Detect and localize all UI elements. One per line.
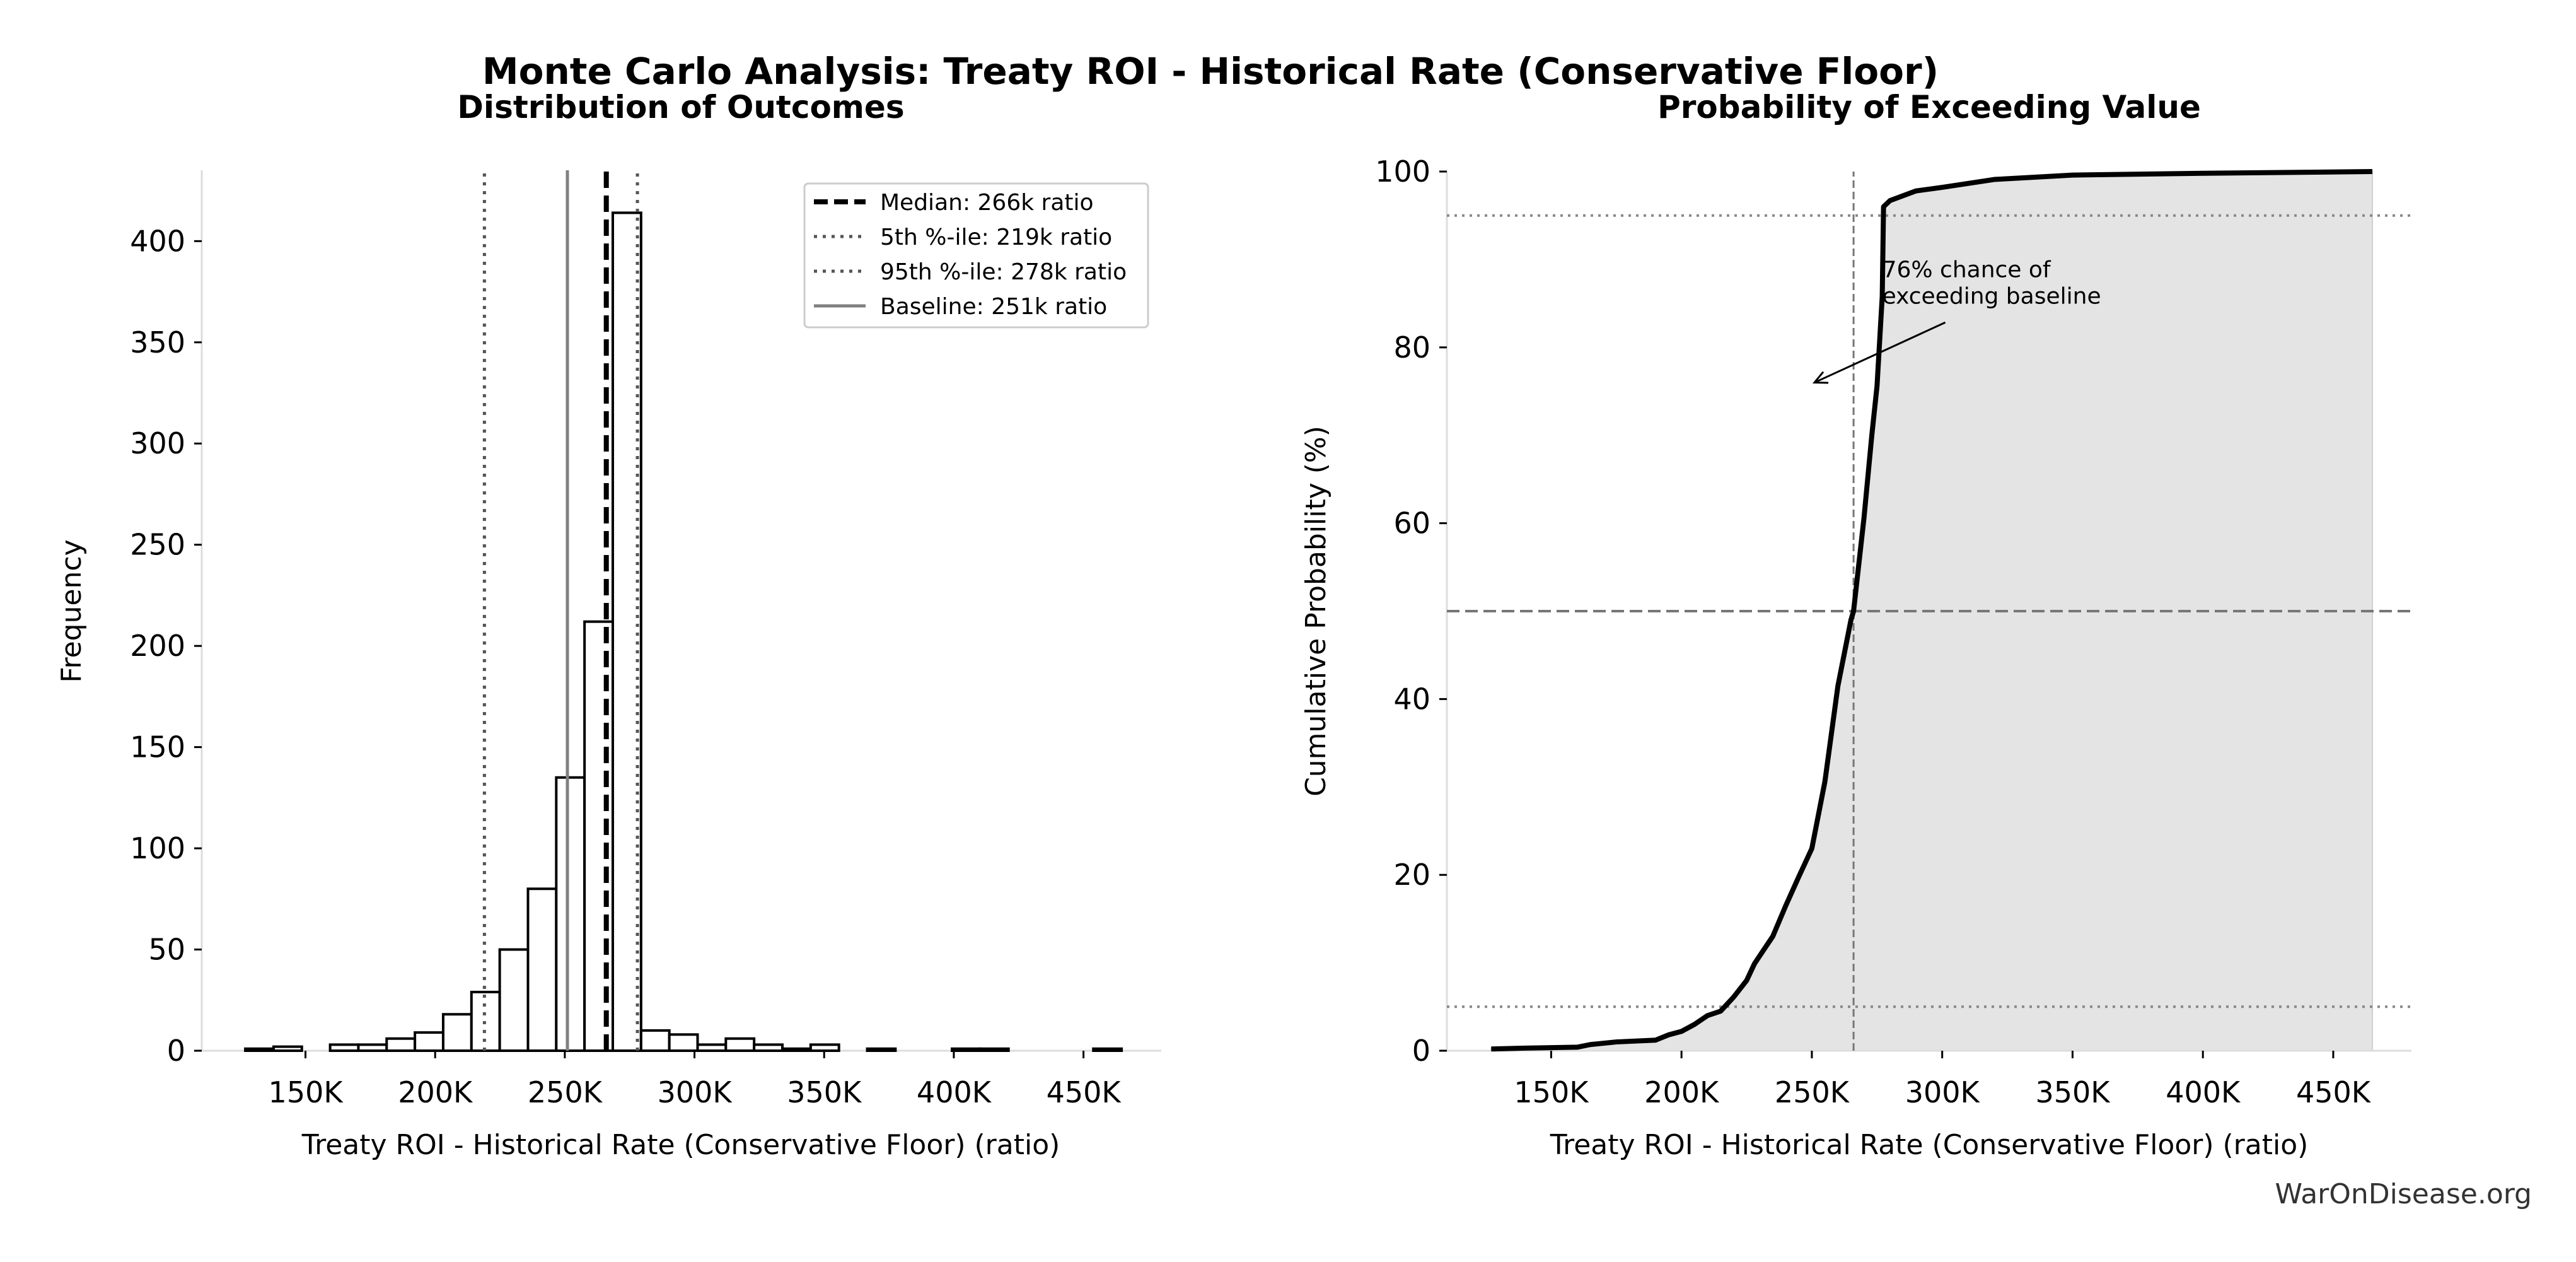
x-tick-label: 400K bbox=[917, 1075, 992, 1109]
x-tick-label: 150K bbox=[269, 1075, 344, 1109]
histogram-subtitle: Distribution of Outcomes bbox=[457, 89, 904, 126]
histogram-bar bbox=[272, 1045, 303, 1053]
histogram-bar bbox=[809, 1043, 840, 1053]
annotation-line-2: exceeding baseline bbox=[1883, 283, 2101, 309]
y-tick-label: 100 bbox=[1375, 155, 1430, 189]
cdf-xlabel: Treaty ROI - Historical Rate (Conservati… bbox=[1550, 1129, 2309, 1161]
y-tick-label: 50 bbox=[148, 933, 185, 967]
legend-entry: Baseline: 251k ratio bbox=[880, 294, 1107, 320]
y-tick-label: 350 bbox=[130, 325, 185, 359]
cdf-ylabel: Cumulative Probability (%) bbox=[1300, 426, 1332, 797]
histogram-bar bbox=[951, 1047, 982, 1052]
legend-entry: 95th %-ile: 278k ratio bbox=[880, 259, 1127, 285]
histogram-bar bbox=[441, 1013, 473, 1053]
cdf-curve bbox=[1491, 169, 2373, 1052]
histogram-bar bbox=[414, 1031, 444, 1052]
arrowhead-icon bbox=[1812, 371, 1829, 384]
legend-entry: Median: 266k ratio bbox=[880, 190, 1094, 216]
histogram-bar bbox=[753, 1043, 784, 1053]
histogram-chart: Distribution of Outcomes Frequency Treat… bbox=[55, 89, 1161, 1161]
histogram-bar bbox=[498, 948, 530, 1053]
histogram-bar bbox=[668, 1033, 699, 1052]
y-tick-label: 400 bbox=[130, 224, 185, 258]
annotation-arrow bbox=[1814, 321, 1946, 383]
histogram-bar bbox=[1092, 1047, 1123, 1052]
histogram-bar bbox=[328, 1043, 360, 1053]
y-tick-label: 80 bbox=[1393, 330, 1430, 365]
y-tick-label: 300 bbox=[130, 426, 185, 460]
y-tick-label: 0 bbox=[1412, 1034, 1430, 1068]
watermark: WarOnDisease.org bbox=[2275, 1178, 2532, 1210]
x-tick-label: 250K bbox=[528, 1075, 603, 1109]
x-tick-label: 300K bbox=[1905, 1075, 1981, 1109]
y-tick-label: 20 bbox=[1393, 858, 1430, 892]
x-tick-label: 200K bbox=[398, 1075, 473, 1109]
x-tick-label: 150K bbox=[1514, 1075, 1589, 1109]
legend-frame bbox=[803, 182, 1149, 329]
histogram-bar bbox=[724, 1037, 756, 1053]
x-tick-label: 200K bbox=[1644, 1075, 1720, 1109]
histogram-bar bbox=[639, 1029, 671, 1053]
x-tick-label: 450K bbox=[1047, 1075, 1122, 1109]
x-tick-label: 350K bbox=[787, 1075, 862, 1109]
histogram-bar bbox=[978, 1047, 1010, 1052]
x-tick-label: 450K bbox=[2296, 1075, 2372, 1109]
x-tick-label: 250K bbox=[1775, 1075, 1850, 1109]
y-tick-label: 200 bbox=[130, 629, 185, 663]
x-tick-label: 300K bbox=[658, 1075, 733, 1109]
histogram-bar bbox=[583, 620, 614, 1052]
cdf-chart: Probability of Exceeding Value Cumulativ… bbox=[1300, 89, 2411, 1161]
cdf-subtitle: Probability of Exceeding Value bbox=[1657, 89, 2201, 126]
legend-entry: 5th %-ile: 219k ratio bbox=[880, 225, 1112, 250]
histogram-bar bbox=[696, 1043, 728, 1053]
y-tick-label: 0 bbox=[167, 1034, 185, 1068]
figure-title: Monte Carlo Analysis: Treaty ROI - Histo… bbox=[482, 50, 1939, 93]
histogram-bar bbox=[526, 887, 558, 1053]
histogram-bar bbox=[244, 1047, 275, 1052]
y-tick-label: 100 bbox=[130, 831, 185, 865]
cdf-plot-area: 150K 200K 250K 300K 350K 400K 450K 0 20 40 60 80 100 bbox=[1375, 155, 2411, 1109]
annotation-line-1: 76% chance of bbox=[1883, 257, 2051, 283]
histogram-bar bbox=[781, 1047, 812, 1052]
x-tick-label: 400K bbox=[2166, 1075, 2241, 1109]
histogram-bar bbox=[385, 1037, 417, 1053]
histogram-bar bbox=[866, 1047, 897, 1052]
y-tick-label: 40 bbox=[1393, 682, 1430, 716]
histogram-ylabel: Frequency bbox=[55, 539, 88, 682]
y-tick-label: 150 bbox=[130, 730, 185, 764]
y-tick-label: 250 bbox=[130, 528, 185, 562]
histogram-bar bbox=[357, 1043, 388, 1053]
histogram-plot-area: 150K 200K 250K 300K 350K 400K 450K 0 50 100 150 200… bbox=[130, 170, 1161, 1109]
histogram-bar bbox=[555, 776, 586, 1053]
legend: Median: 266k ratio 5th %-ile: 219k ratio 9… bbox=[803, 182, 1149, 329]
histogram-xlabel: Treaty ROI - Historical Rate (Conservati… bbox=[301, 1129, 1060, 1161]
x-tick-label: 350K bbox=[2035, 1075, 2111, 1109]
y-tick-label: 60 bbox=[1393, 506, 1430, 540]
